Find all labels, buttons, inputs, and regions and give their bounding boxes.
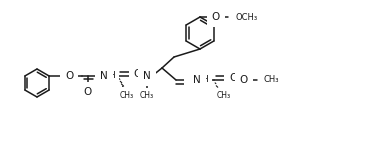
Text: H: H bbox=[201, 76, 208, 84]
Text: O: O bbox=[65, 71, 73, 81]
Text: O: O bbox=[134, 69, 142, 79]
Text: O: O bbox=[84, 87, 92, 97]
Text: O: O bbox=[189, 77, 197, 87]
Text: H: H bbox=[108, 72, 115, 80]
Text: N: N bbox=[193, 75, 201, 85]
Text: O: O bbox=[229, 73, 237, 83]
Text: CH₃: CH₃ bbox=[120, 91, 134, 100]
Text: N: N bbox=[143, 71, 151, 81]
Text: CH₃: CH₃ bbox=[217, 91, 231, 100]
Text: O: O bbox=[212, 12, 220, 22]
Text: N: N bbox=[100, 71, 108, 81]
Text: OCH₃: OCH₃ bbox=[235, 13, 257, 21]
Text: O: O bbox=[240, 75, 248, 85]
Text: CH₃: CH₃ bbox=[140, 91, 154, 100]
Text: CH₃: CH₃ bbox=[263, 76, 279, 84]
